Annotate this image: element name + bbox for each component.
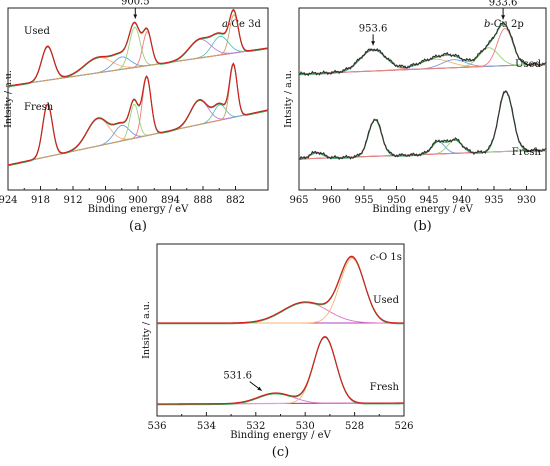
x-tick-label: 536	[147, 421, 166, 432]
x-tick-label: 530	[296, 421, 315, 432]
panel-label: (c)	[272, 445, 289, 460]
x-axis-label: Binding energy / eV	[230, 430, 331, 441]
y-axis-label: Intsity / a.u.	[141, 301, 152, 359]
chart-panel-b: 965 960 955 950 945 940 935 930 Binding energy /…	[283, 0, 547, 234]
raw-spectrum-used	[298, 21, 547, 77]
panel-label: (b)	[413, 219, 431, 234]
raw-spectrum-fresh	[7, 62, 269, 166]
plot-frame	[298, 7, 547, 191]
x-tick-label: 526	[394, 421, 413, 432]
fit-envelope-fresh	[157, 336, 404, 406]
x-tick-label: 888	[193, 195, 212, 206]
x-tick-label: 882	[226, 195, 245, 206]
peak-annotation: 953.6	[359, 23, 388, 34]
arrow-head	[257, 386, 262, 391]
raw-spectrum-used	[157, 255, 404, 324]
component-peak	[298, 90, 547, 160]
x-tick-label: 906	[96, 195, 115, 206]
peak-annotation: 531.6	[223, 371, 252, 382]
component-peak	[298, 139, 547, 160]
x-axis-label: Binding energy / eV	[372, 204, 473, 215]
peak-annotation: 882.3	[224, 0, 253, 3]
arrow-head	[371, 41, 376, 46]
x-tick-label: 912	[63, 195, 82, 206]
x-tick-label: 945	[419, 195, 438, 206]
curve-label-fresh: Fresh	[24, 102, 54, 113]
chart-panel-c: 536 534 532 530 528 526 Binding energy / eV Int…	[141, 243, 414, 460]
y-axis-label: Intsity / a.u.	[283, 70, 294, 128]
component-peak	[7, 14, 269, 87]
component-peak	[298, 141, 547, 160]
x-tick-label: 924	[0, 195, 18, 206]
curve-label-used: Used	[24, 26, 50, 37]
component-peak	[298, 28, 547, 75]
peak-annotation: 900.5	[121, 0, 150, 8]
x-axis-label: Binding energy / eV	[88, 204, 189, 215]
arrow-head	[501, 15, 506, 20]
component-peak	[7, 31, 269, 87]
component-peak	[7, 63, 269, 166]
fit-envelope-fresh	[298, 90, 547, 161]
panel-title: b-Cu 2p	[484, 19, 524, 30]
x-tick-label: 940	[452, 195, 471, 206]
curve-label-used: Used	[515, 59, 541, 70]
curve-label-fresh: Fresh	[512, 147, 542, 158]
panel-label: (a)	[129, 219, 147, 234]
raw-spectrum-used	[7, 8, 269, 87]
x-tick-label: 918	[31, 195, 50, 206]
x-tick-label: 894	[161, 195, 180, 206]
x-tick-label: 935	[484, 195, 503, 206]
x-tick-label: 950	[387, 195, 406, 206]
panel-title: a-Ce 3d	[222, 19, 261, 30]
plot-frame	[156, 243, 405, 417]
curve-label-used: Used	[373, 295, 399, 306]
panel-title: c-O 1s	[370, 252, 402, 263]
x-tick-label: 528	[345, 421, 364, 432]
curve-label-fresh: Fresh	[370, 382, 400, 393]
x-tick-label: 955	[354, 195, 373, 206]
x-tick-label: 534	[197, 421, 216, 432]
x-tick-label: 930	[517, 195, 536, 206]
peak-annotation: 933.6	[489, 0, 518, 8]
x-tick-label: 965	[289, 195, 308, 206]
x-tick-label: 900	[128, 195, 147, 206]
y-axis-label: Intsity / a.u.	[3, 70, 14, 128]
chart-panel-a: 924 918 912 906 900 894 888 882 Binding energy /…	[0, 0, 269, 234]
raw-spectrum-fresh	[298, 90, 547, 161]
raw-spectrum-fresh	[157, 336, 404, 405]
component-peak	[7, 35, 269, 87]
x-tick-label: 532	[246, 421, 265, 432]
x-tick-label: 960	[322, 195, 341, 206]
arrow-head	[133, 14, 138, 19]
